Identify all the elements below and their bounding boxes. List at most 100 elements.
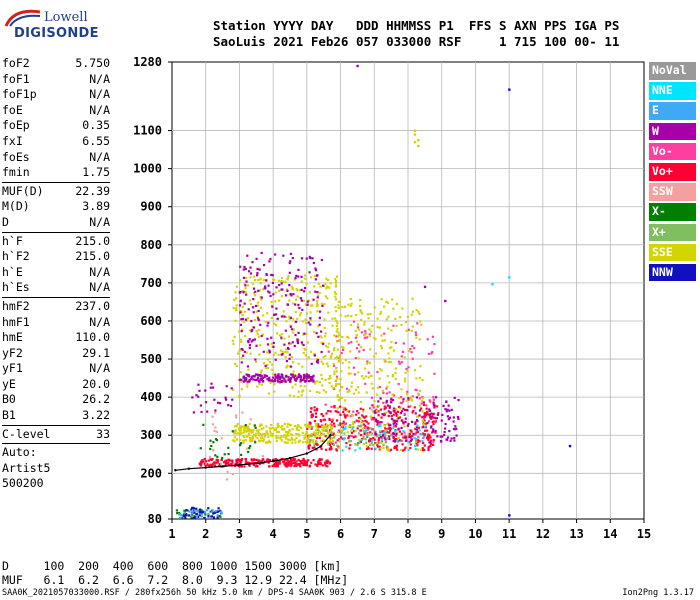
echo-point [251,461,254,465]
echo-point [409,437,413,440]
echo-point [279,435,283,438]
echo-point [432,423,435,426]
echo-point [403,380,407,383]
echo-point [300,288,303,291]
echo-point [417,310,420,313]
echo-point [351,422,355,426]
echo-point [349,439,352,443]
echo-point [279,349,283,352]
echo-point [316,443,319,447]
echo-point [258,434,261,437]
echo-point [425,407,428,410]
echo-point [310,362,313,365]
echo-point [293,465,296,468]
echo-point [309,323,312,326]
echo-point [280,439,283,442]
echo-point [380,439,383,442]
echo-point [361,420,364,423]
echo-point [266,458,269,461]
echo-point [203,516,206,520]
echo-point [242,375,245,378]
echo-point [285,288,288,291]
echo-point [297,268,300,271]
echo-point [257,328,260,332]
echo-point [253,424,256,427]
echo-point [190,516,193,519]
echo-point [191,396,194,399]
echo-point [259,439,262,442]
echo-point [389,429,392,432]
echo-point [352,366,356,369]
echo-point [255,310,258,313]
echo-point [356,427,359,430]
echo-point [331,431,334,434]
param-row: fmin 1.75 [2,165,110,181]
echo-point [414,412,417,415]
footer-distance-row: D 100 200 400 600 800 1000 1500 3000 [km… [2,559,342,573]
echo-point [307,356,310,359]
echo-point [296,341,300,345]
param-value: 5.750 [75,56,110,70]
echo-point [198,508,202,511]
echo-point [423,285,427,289]
echo-point [348,410,351,413]
echo-point [360,331,364,334]
echo-point [367,422,370,425]
echo-point [435,417,438,420]
echo-point [218,514,221,518]
echo-point [207,512,210,516]
legend-item-x-: X+ [649,223,696,242]
echo-point [363,336,366,339]
echo-point [388,391,391,394]
echo-point [337,411,340,414]
echo-point [255,257,258,260]
echo-point [248,436,252,440]
echo-point [396,439,399,443]
echo-point [252,311,255,314]
echo-point [400,419,403,422]
param-row: MUF(D) 22.39 [2,184,110,200]
echo-point [233,335,236,338]
echo-point [397,417,400,420]
echo-point [239,311,242,314]
echo-point [211,415,214,418]
echo-point [314,267,317,270]
echo-point [202,423,205,426]
echo-point [316,407,319,410]
echo-point [370,418,373,421]
echo-point [300,394,303,397]
echo-point [204,513,207,516]
echo-point [299,460,303,463]
echo-point [251,459,254,462]
echo-point [422,432,425,435]
echo-point [386,375,389,378]
echo-point [389,412,392,415]
echo-point [240,330,243,333]
echo-point [237,464,240,467]
echo-point [330,424,333,427]
echo-point [319,462,322,465]
echo-point [378,326,381,329]
echo-point [202,510,205,513]
echo-point [429,436,432,439]
echo-point [243,350,246,353]
echo-point [277,374,280,377]
echo-point [432,396,435,399]
echo-point [192,506,195,510]
echo-point [305,463,308,466]
echo-point [411,395,414,398]
param-row: h`F 215.0 [2,234,110,250]
echo-point [250,340,253,343]
echo-point [283,433,286,437]
echo-point [333,347,336,350]
echo-point [323,418,326,421]
echo-point [363,427,366,430]
param-name: C-level [2,426,51,441]
echo-point [287,462,290,465]
echo-point [432,438,435,442]
param-row: h`F2 215.0 [2,249,110,265]
echo-point [333,425,336,428]
echo-point [448,416,452,419]
param-row: yF1 N/A [2,361,110,377]
